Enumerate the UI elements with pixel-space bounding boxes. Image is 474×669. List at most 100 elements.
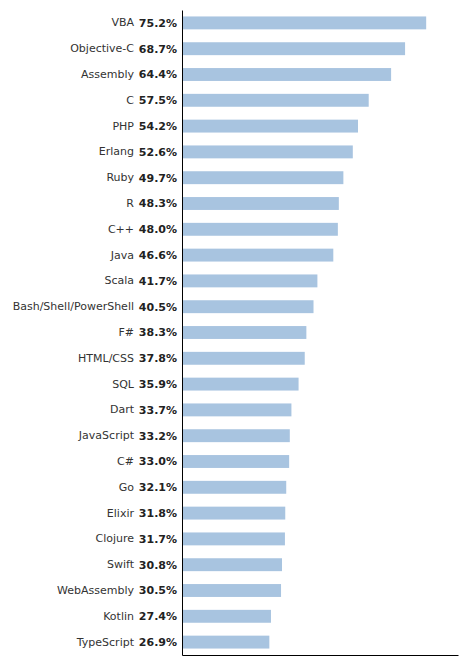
category-label: Java	[110, 249, 134, 262]
bar	[182, 197, 339, 210]
y-tick: Swift	[107, 558, 182, 571]
value-label: 54.2%	[139, 120, 177, 133]
value-label: 68.7%	[139, 43, 177, 56]
category-label: R	[126, 197, 134, 210]
bar	[182, 352, 305, 365]
category-label: Elixir	[107, 507, 135, 520]
y-tick: Kotlin	[103, 610, 182, 623]
bar	[182, 326, 306, 339]
bar	[182, 378, 299, 391]
bar	[182, 403, 291, 416]
bar	[182, 507, 285, 520]
category-label: SQL	[112, 378, 135, 391]
data-labels: 75.2%68.7%64.4%57.5%54.2%52.6%49.7%48.3%…	[139, 17, 177, 649]
value-label: 38.3%	[139, 326, 177, 339]
value-label: 32.1%	[139, 481, 177, 494]
y-tick: C#	[117, 455, 182, 468]
category-label: VBA	[111, 16, 134, 29]
category-label: Bash/Shell/PowerShell	[13, 300, 134, 313]
y-tick: TypeScript	[76, 636, 182, 649]
y-tick: Bash/Shell/PowerShell	[13, 300, 182, 313]
category-label: TypeScript	[76, 636, 135, 649]
value-label: 40.5%	[139, 301, 177, 314]
category-label: F#	[118, 326, 134, 339]
bar	[182, 94, 369, 107]
category-label: Go	[119, 481, 135, 494]
category-label: Swift	[107, 558, 135, 571]
value-label: 33.2%	[139, 430, 177, 443]
value-label: 48.0%	[139, 223, 177, 236]
bar	[182, 481, 286, 494]
y-tick: Objective-C	[70, 42, 182, 55]
bar	[182, 274, 317, 287]
value-label: 48.3%	[139, 197, 177, 210]
bars	[182, 16, 426, 648]
bar	[182, 455, 289, 468]
y-axis: VBA Objective-C Assembly C PHP Erlang Ruby R C++…	[13, 11, 183, 656]
y-tick: R	[126, 197, 182, 210]
value-label: 26.9%	[139, 636, 177, 649]
bar	[182, 429, 290, 442]
value-label: 33.7%	[139, 404, 177, 417]
category-label: Erlang	[99, 145, 134, 158]
bar	[182, 636, 269, 649]
category-label: Clojure	[95, 532, 134, 545]
y-tick: C	[126, 94, 182, 107]
y-tick: WebAssembly	[57, 584, 182, 597]
value-label: 33.0%	[139, 455, 177, 468]
bar	[182, 249, 333, 262]
bar	[182, 145, 353, 158]
bar	[182, 171, 343, 184]
value-label: 30.5%	[139, 584, 177, 597]
category-label: HTML/CSS	[78, 352, 134, 365]
y-tick: Scala	[104, 274, 182, 287]
category-label: C	[126, 94, 134, 107]
value-label: 64.4%	[139, 68, 177, 81]
y-tick: JavaScript	[78, 429, 182, 442]
y-tick: Elixir	[107, 507, 182, 520]
bar	[182, 16, 426, 29]
value-label: 37.8%	[139, 352, 177, 365]
chart: VBA Objective-C Assembly C PHP Erlang Ruby R C++…	[0, 0, 474, 669]
bar	[182, 584, 281, 597]
category-label: Assembly	[81, 68, 135, 81]
y-tick: F#	[118, 326, 182, 339]
y-tick: HTML/CSS	[78, 352, 182, 365]
value-label: 31.8%	[139, 507, 177, 520]
value-label: 35.9%	[139, 378, 177, 391]
y-tick: C++	[108, 223, 182, 236]
category-label: Dart	[110, 403, 135, 416]
category-label: Ruby	[106, 171, 134, 184]
bar	[182, 532, 285, 545]
y-tick: Clojure	[95, 532, 182, 545]
x-axis-line	[183, 655, 459, 656]
value-label: 57.5%	[139, 94, 177, 107]
y-tick: Erlang	[99, 145, 182, 158]
y-tick: PHP	[112, 120, 182, 133]
y-tick: VBA	[111, 16, 182, 29]
bar	[182, 300, 314, 313]
bar	[182, 558, 282, 571]
bar	[182, 223, 338, 236]
value-label: 52.6%	[139, 146, 177, 159]
category-label: PHP	[112, 120, 134, 133]
y-axis-line	[182, 11, 183, 656]
category-label: Kotlin	[103, 610, 134, 623]
value-label: 27.4%	[139, 610, 177, 623]
y-tick: Ruby	[106, 171, 182, 184]
bar	[182, 42, 405, 55]
category-label: WebAssembly	[57, 584, 134, 597]
bar	[182, 120, 358, 133]
bar	[182, 610, 271, 623]
value-label: 46.6%	[139, 249, 177, 262]
category-label: C#	[117, 455, 134, 468]
y-tick: Go	[119, 481, 182, 494]
bar	[182, 68, 391, 81]
value-label: 41.7%	[139, 275, 177, 288]
category-label: JavaScript	[78, 429, 135, 442]
category-label: Objective-C	[70, 42, 134, 55]
x-axis	[183, 655, 459, 656]
value-label: 31.7%	[139, 533, 177, 546]
y-tick: SQL	[112, 378, 182, 391]
value-label: 49.7%	[139, 172, 177, 185]
